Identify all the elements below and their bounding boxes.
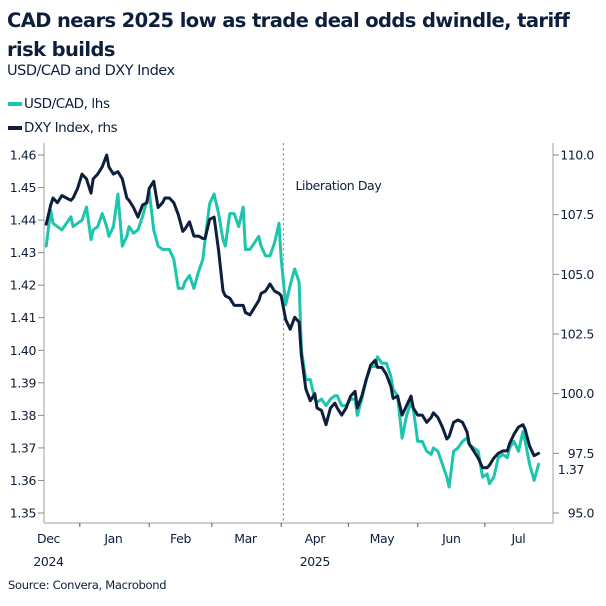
annotations: Liberation Day: [282, 143, 383, 523]
x-axis-month-label: Jun: [441, 531, 460, 546]
liberation-day-label: Liberation Day: [295, 178, 382, 193]
source-note: Source: Convera, Macrobond: [8, 578, 167, 592]
chart-subtitle: USD/CAD and DXY Index: [7, 63, 175, 79]
left-axis-tick-label: 1.44: [10, 213, 37, 228]
x-axis-month-label: Feb: [170, 531, 191, 546]
right-axis-tick-label: 95.0: [568, 506, 595, 521]
series-lines: [44, 153, 541, 489]
left-axis-tick-label: 1.36: [10, 473, 37, 488]
x-axis-year-label: 2024: [33, 554, 64, 569]
x-axis-year-label: 2025: [300, 554, 330, 569]
left-axis-tick-label: 1.39: [10, 375, 37, 390]
left-axis-tick-label: 1.37: [10, 440, 36, 455]
usdcad-last-value-label: 1.37: [558, 462, 584, 477]
tick-labels: 1.35 1.36 1.37 1.38 1.39 1.40 1.41 1.42 1.43 1.44…: [10, 148, 595, 570]
right-axis-tick-label: 107.5: [560, 207, 594, 222]
legend-swatch-usdcad: [8, 102, 22, 106]
usdcad-series-line: [44, 189, 541, 489]
dxy-series-line: [44, 153, 541, 470]
legend-swatch-dxy: [8, 126, 22, 130]
x-axis-month-label: May: [370, 531, 396, 546]
chart-title: CAD nears 2025 low as trade deal odds dw…: [7, 9, 570, 61]
axes: [38, 143, 559, 527]
x-axis-month-label: Dec: [37, 531, 61, 546]
x-axis-month-label: Mar: [234, 531, 258, 546]
legend-label-usdcad: USD/CAD, lhs: [24, 96, 110, 112]
left-axis-tick-label: 1.35: [10, 506, 36, 521]
right-axis-tick-label: 100.0: [560, 386, 594, 401]
right-axis-tick-label: 97.5: [568, 446, 594, 461]
left-axis-tick-label: 1.38: [10, 408, 37, 423]
x-axis-month-label: Apr: [305, 531, 327, 546]
right-axis-tick-label: 110.0: [560, 148, 594, 163]
x-axis-month-label: Jul: [511, 531, 526, 546]
left-axis-tick-label: 1.43: [10, 245, 36, 260]
left-axis-tick-label: 1.45: [10, 180, 36, 195]
left-axis-tick-label: 1.46: [10, 148, 37, 163]
x-axis-month-label: Jan: [103, 531, 122, 546]
left-axis-tick-label: 1.41: [10, 310, 36, 325]
left-axis-tick-label: 1.40: [10, 343, 37, 358]
legend: USD/CAD, lhs DXY Index, rhs: [8, 92, 118, 140]
left-axis-tick-label: 1.42: [10, 278, 36, 293]
legend-label-dxy: DXY Index, rhs: [24, 120, 118, 136]
right-axis-tick-label: 102.5: [560, 327, 594, 342]
legend-item-dxy: DXY Index, rhs: [8, 116, 118, 140]
legend-item-usdcad: USD/CAD, lhs: [8, 92, 117, 116]
right-axis-tick-label: 105.0: [560, 267, 594, 282]
